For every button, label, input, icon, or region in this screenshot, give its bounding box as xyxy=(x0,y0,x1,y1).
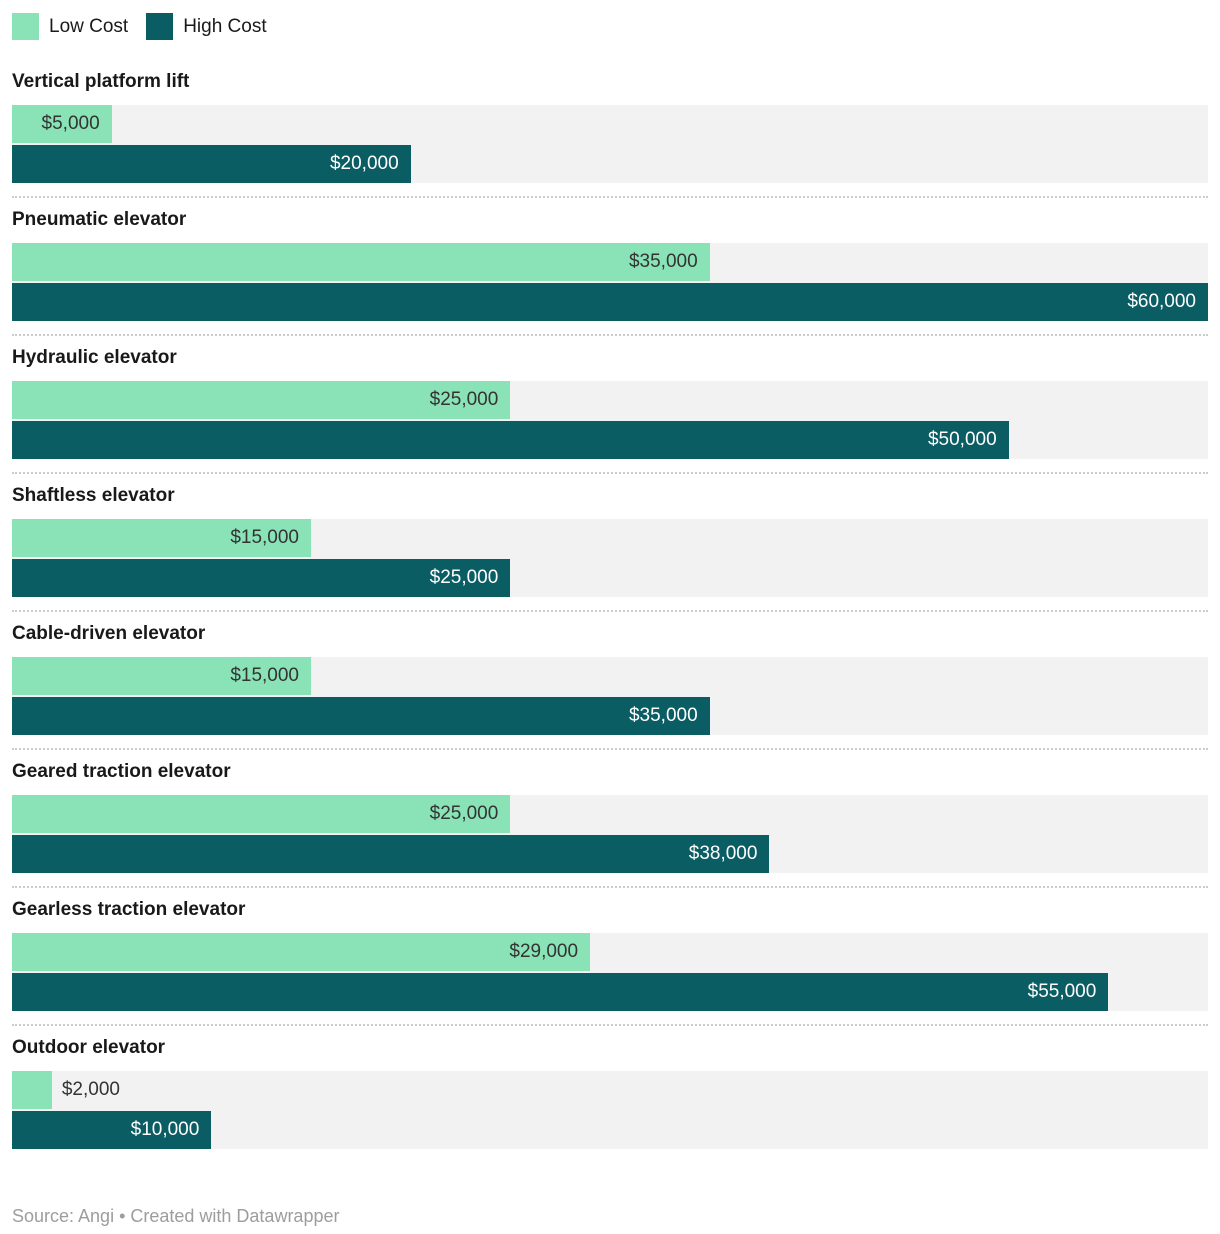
category-title: Cable-driven elevator xyxy=(12,623,206,644)
low-cost-bar-row: $15,000 xyxy=(12,519,1208,557)
category-title: Hydraulic elevator xyxy=(12,347,177,368)
low-cost-bar-row: $35,000 xyxy=(12,243,1208,281)
chart-rows: Vertical platform lift $5,000 $20,000 Pn… xyxy=(12,60,1208,1162)
high-cost-bar-row: $38,000 xyxy=(12,835,1208,873)
low-cost-value-label: $25,000 xyxy=(429,389,499,410)
low-cost-bar-row: $29,000 xyxy=(12,933,1208,971)
high-cost-swatch-icon xyxy=(146,13,174,40)
low-cost-value-label: $29,000 xyxy=(509,941,579,962)
low-cost-value-label: $25,000 xyxy=(429,803,499,824)
low-cost-bar: $35,000 xyxy=(12,243,710,281)
high-cost-value-label: $50,000 xyxy=(927,429,997,450)
bar-track: $25,000 $50,000 xyxy=(12,381,1208,459)
category-title: Shaftless elevator xyxy=(12,485,175,506)
low-cost-bar: $29,000 xyxy=(12,933,591,971)
low-cost-bar: $15,000 xyxy=(12,657,311,695)
legend-label: Low Cost xyxy=(49,15,129,37)
high-cost-bar-row: $55,000 xyxy=(12,973,1208,1011)
category-title: Pneumatic elevator xyxy=(12,209,187,230)
category-title: Gearless traction elevator xyxy=(12,899,246,920)
high-cost-bar: $38,000 xyxy=(12,835,770,873)
low-cost-value-label: $15,000 xyxy=(230,527,299,548)
high-cost-value-label: $10,000 xyxy=(130,1119,200,1140)
low-cost-bar-row: $2,000 xyxy=(12,1071,1208,1109)
category-block: Pneumatic elevator $35,000 $60,000 xyxy=(12,198,1208,336)
category-block: Cable-driven elevator $15,000 $35,000 xyxy=(12,612,1208,750)
category-block: Shaftless elevator $15,000 $25,000 xyxy=(12,474,1208,612)
high-cost-bar: $20,000 xyxy=(12,145,411,183)
bar-track: $15,000 $35,000 xyxy=(12,657,1208,735)
bar-track: $25,000 $38,000 xyxy=(12,795,1208,873)
category-block: Outdoor elevator $2,000 $10,000 xyxy=(12,1026,1208,1162)
high-cost-value-label: $25,000 xyxy=(429,567,499,588)
high-cost-bar-row: $50,000 xyxy=(12,421,1208,459)
high-cost-bar-row: $60,000 xyxy=(12,283,1208,321)
low-cost-bar: $25,000 xyxy=(12,381,511,419)
low-cost-bar-row: $25,000 xyxy=(12,795,1208,833)
bar-track: $29,000 $55,000 xyxy=(12,933,1208,1011)
low-cost-bar: $5,000 xyxy=(12,105,112,143)
low-cost-bar: $25,000 xyxy=(12,795,511,833)
high-cost-value-label: $38,000 xyxy=(688,843,758,864)
legend-item-low-cost: Low Cost xyxy=(12,13,128,40)
high-cost-bar-row: $10,000 xyxy=(12,1111,1208,1149)
legend-item-high-cost: High Cost xyxy=(146,13,267,40)
low-cost-value-label: $15,000 xyxy=(230,665,299,686)
category-title: Geared traction elevator xyxy=(12,761,231,782)
low-cost-bar-row: $5,000 xyxy=(12,105,1208,143)
bar-track: $15,000 $25,000 xyxy=(12,519,1208,597)
source-note: Source: Angi • Created with Datawrapper xyxy=(12,1206,340,1226)
legend-label: High Cost xyxy=(183,15,267,37)
high-cost-value-label: $60,000 xyxy=(1127,291,1196,312)
category-title: Outdoor elevator xyxy=(12,1037,166,1058)
low-cost-value-label: $2,000 xyxy=(61,1079,120,1100)
category-block: Geared traction elevator $25,000 $38,000 xyxy=(12,750,1208,888)
bar-track: $5,000 $20,000 xyxy=(12,105,1208,183)
category-block: Vertical platform lift $5,000 $20,000 xyxy=(12,60,1208,198)
category-title: Vertical platform lift xyxy=(12,71,190,92)
high-cost-bar: $35,000 xyxy=(12,697,710,735)
category-block: Hydraulic elevator $25,000 $50,000 xyxy=(12,336,1208,474)
low-cost-bar: $15,000 xyxy=(12,519,311,557)
low-cost-bar-row: $15,000 xyxy=(12,657,1208,695)
category-block: Gearless traction elevator $29,000 $55,0… xyxy=(12,888,1208,1026)
low-cost-bar-row: $25,000 xyxy=(12,381,1208,419)
low-cost-swatch-icon xyxy=(12,13,39,40)
legend: Low Cost High Cost xyxy=(12,0,1208,40)
bar-track: $2,000 $10,000 xyxy=(12,1071,1208,1149)
low-cost-value-label: $5,000 xyxy=(41,113,100,134)
high-cost-bar-row: $35,000 xyxy=(12,697,1208,735)
high-cost-value-label: $20,000 xyxy=(329,153,399,174)
high-cost-bar-row: $25,000 xyxy=(12,559,1208,597)
high-cost-bar-row: $20,000 xyxy=(12,145,1208,183)
high-cost-bar: $50,000 xyxy=(12,421,1009,459)
high-cost-value-label: $55,000 xyxy=(1027,981,1097,1002)
high-cost-bar: $55,000 xyxy=(12,973,1109,1011)
high-cost-bar: $60,000 xyxy=(12,283,1208,321)
low-cost-value-label: $35,000 xyxy=(628,251,698,272)
bar-track: $35,000 $60,000 xyxy=(12,243,1208,321)
high-cost-bar: $10,000 xyxy=(12,1111,212,1149)
high-cost-value-label: $35,000 xyxy=(628,705,698,726)
low-cost-bar: $2,000 xyxy=(12,1071,120,1109)
high-cost-bar: $25,000 xyxy=(12,559,511,597)
